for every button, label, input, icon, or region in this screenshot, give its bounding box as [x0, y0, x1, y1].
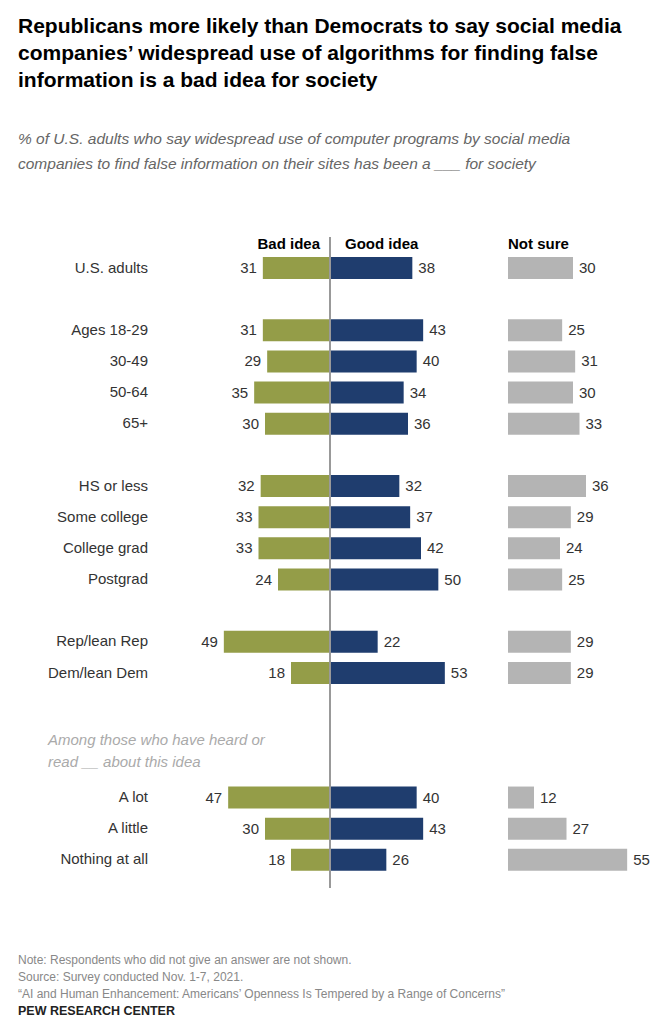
svg-text:30: 30 — [242, 415, 259, 432]
svg-text:50-64: 50-64 — [110, 383, 148, 400]
svg-text:Nothing at all: Nothing at all — [60, 850, 148, 867]
html-text:PEW RESEARCH CENTER: PEW RESEARCH CENTER — [18, 1004, 175, 1018]
svg-text:24: 24 — [566, 539, 583, 556]
svg-text:25: 25 — [568, 321, 585, 338]
svg-text:18: 18 — [268, 851, 285, 868]
svg-text:29: 29 — [244, 352, 261, 369]
html-text:Note: Respondents who did not: Note: Respondents who did not give an an… — [18, 953, 352, 967]
svg-text:HS or less: HS or less — [79, 477, 148, 494]
svg-text:37: 37 — [416, 508, 433, 525]
html-text:Good idea: Good idea — [345, 235, 419, 252]
svg-text:55: 55 — [633, 851, 650, 868]
svg-text:32: 32 — [238, 477, 255, 494]
svg-text:24: 24 — [255, 571, 272, 588]
svg-text:34: 34 — [410, 384, 427, 401]
svg-text:18: 18 — [268, 664, 285, 681]
svg-text:43: 43 — [429, 820, 446, 837]
svg-text:33: 33 — [586, 415, 603, 432]
svg-text:49: 49 — [201, 633, 218, 650]
svg-text:Some college: Some college — [57, 508, 148, 525]
svg-text:30: 30 — [242, 820, 259, 837]
svg-text:Postgrad: Postgrad — [88, 570, 148, 587]
html-text:% of U.S. adults who say wides: % of U.S. adults who say widespread use … — [18, 130, 571, 172]
svg-text:Ages 18-29: Ages 18-29 — [71, 321, 148, 338]
svg-text:29: 29 — [577, 633, 594, 650]
svg-text:42: 42 — [427, 539, 444, 556]
svg-text:40: 40 — [423, 352, 440, 369]
svg-text:32: 32 — [405, 477, 422, 494]
svg-text:50: 50 — [444, 571, 461, 588]
svg-text:26: 26 — [392, 851, 409, 868]
svg-text:30: 30 — [579, 259, 596, 276]
svg-text:25: 25 — [568, 571, 585, 588]
html-text:Among those who have heard or: Among those who have heard or read __ ab… — [48, 731, 265, 771]
svg-text:36: 36 — [414, 415, 431, 432]
svg-text:29: 29 — [577, 664, 594, 681]
svg-text:Rep/lean Rep: Rep/lean Rep — [56, 632, 148, 649]
svg-text:College grad: College grad — [63, 539, 148, 556]
svg-text:U.S. adults: U.S. adults — [75, 259, 148, 276]
svg-text:31: 31 — [240, 321, 257, 338]
svg-text:40: 40 — [423, 789, 440, 806]
svg-text:53: 53 — [451, 664, 468, 681]
svg-text:Dem/lean Dem: Dem/lean Dem — [48, 664, 148, 681]
svg-text:22: 22 — [384, 633, 401, 650]
svg-text:35: 35 — [231, 384, 248, 401]
svg-text:30-49: 30-49 — [110, 352, 148, 369]
svg-text:36: 36 — [592, 477, 609, 494]
svg-text:43: 43 — [429, 321, 446, 338]
svg-text:33: 33 — [236, 539, 253, 556]
svg-text:A lot: A lot — [119, 788, 149, 805]
svg-text:31: 31 — [581, 352, 598, 369]
svg-text:31: 31 — [240, 259, 257, 276]
html-text:Source: Survey conducted Nov.: Source: Survey conducted Nov. 1-7, 2021. — [18, 970, 244, 984]
html-text:Bad idea: Bad idea — [257, 235, 320, 252]
svg-text:47: 47 — [205, 789, 222, 806]
svg-text:29: 29 — [577, 508, 594, 525]
svg-text:30: 30 — [579, 384, 596, 401]
svg-text:A little: A little — [108, 819, 148, 836]
html-text:Not sure: Not sure — [508, 235, 569, 252]
svg-text:38: 38 — [418, 259, 435, 276]
html-text:Republicans more likely than D: Republicans more likely than Democrats t… — [18, 14, 622, 91]
svg-text:27: 27 — [573, 820, 590, 837]
svg-text:33: 33 — [236, 508, 253, 525]
html-text:“AI and Human Enhancement: Ame: “AI and Human Enhancement: Americans’ Op… — [18, 987, 505, 1001]
svg-text:12: 12 — [540, 789, 557, 806]
svg-text:65+: 65+ — [123, 414, 149, 431]
